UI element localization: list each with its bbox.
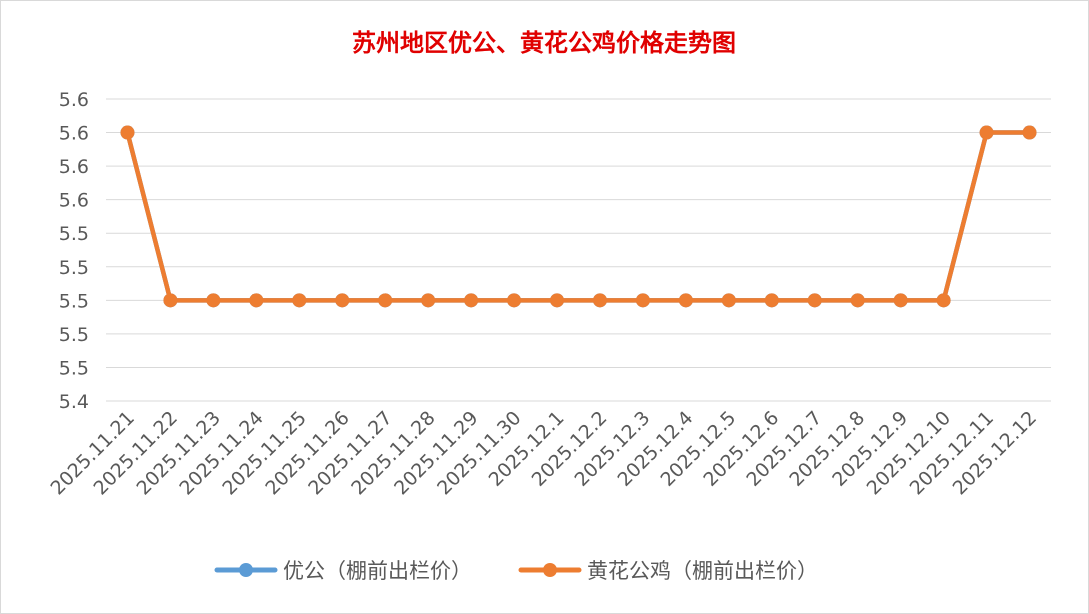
- y-tick-label: 5.5: [59, 290, 89, 312]
- y-tick-label: 5.6: [59, 190, 89, 212]
- series-layer: [120, 125, 1037, 308]
- y-tick-label: 5.5: [59, 223, 89, 245]
- data-point: [464, 293, 479, 308]
- y-tick-label: 5.5: [59, 357, 89, 379]
- y-tick-label: 5.6: [59, 156, 89, 178]
- chart-title: 苏州地区优公、黄花公鸡价格走势图: [352, 28, 736, 57]
- data-point: [550, 293, 565, 308]
- y-tick-label: 5.6: [59, 123, 89, 145]
- data-point: [764, 293, 779, 308]
- data-point: [678, 293, 693, 308]
- data-point: [421, 293, 436, 308]
- data-point: [335, 293, 350, 308]
- data-point: [936, 293, 951, 308]
- data-point: [850, 293, 865, 308]
- legend-label: 黄花公鸡（棚前出栏价）: [587, 559, 818, 583]
- y-tick-label: 5.6: [59, 89, 89, 111]
- y-tick-label: 5.5: [59, 324, 89, 346]
- data-point: [378, 293, 393, 308]
- legend-label: 优公（棚前出栏价）: [283, 559, 472, 583]
- series-line: [125, 130, 1032, 303]
- y-axis-ticks: 5.4 5.5 5.5 5.5 5.5 5.5 5.6 5.6 5.6 5.6: [59, 89, 89, 413]
- data-point: [206, 293, 221, 308]
- legend: 优公（棚前出栏价） 黄花公鸡（棚前出栏价）: [214, 559, 818, 583]
- data-point: [979, 125, 994, 140]
- data-point: [635, 293, 650, 308]
- y-tick-label: 5.4: [59, 391, 89, 413]
- data-point: [249, 293, 264, 308]
- data-point: [592, 293, 607, 308]
- data-point: [163, 293, 178, 308]
- data-point: [292, 293, 307, 308]
- series-2: [120, 125, 1037, 308]
- data-point: [120, 125, 135, 140]
- series-line: [125, 130, 1032, 303]
- gridlines: [106, 98, 1051, 402]
- series-1: [120, 125, 1037, 308]
- data-point: [807, 293, 822, 308]
- data-point: [1022, 125, 1037, 140]
- data-point: [893, 293, 908, 308]
- legend-marker: [543, 563, 557, 577]
- data-point: [507, 293, 522, 308]
- x-axis-ticks: 2025.11.212025.11.222025.11.232025.11.24…: [47, 407, 1042, 499]
- data-point: [721, 293, 736, 308]
- y-tick-label: 5.5: [59, 257, 89, 279]
- legend-marker: [239, 563, 253, 577]
